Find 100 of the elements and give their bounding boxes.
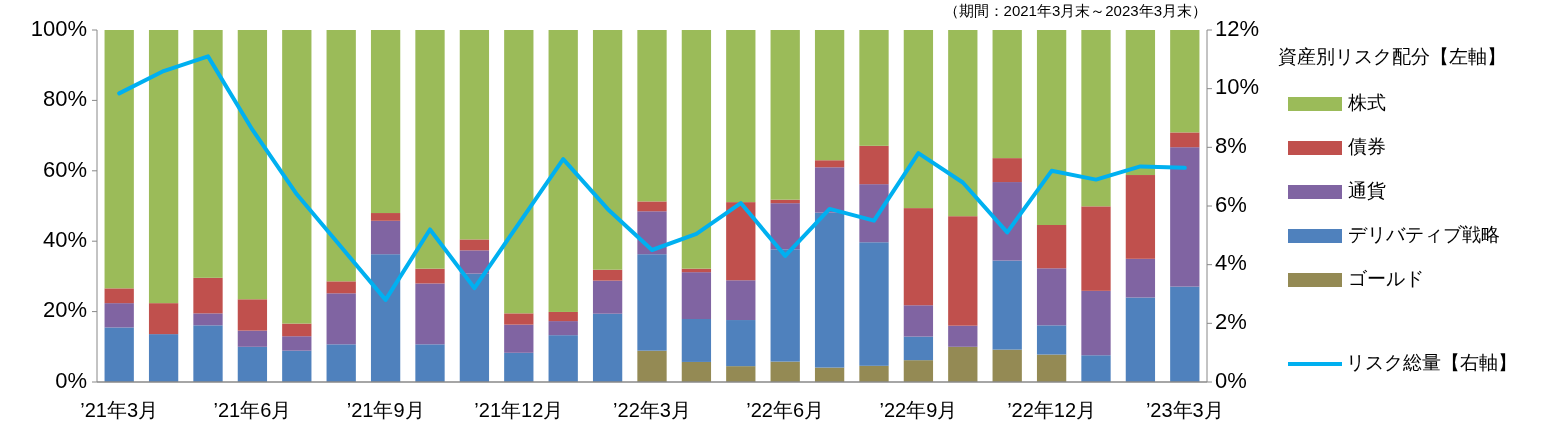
bar bbox=[903, 360, 934, 382]
y2-tick-label: 4% bbox=[1215, 250, 1247, 276]
bar bbox=[681, 318, 712, 362]
bar bbox=[814, 30, 845, 161]
bar bbox=[326, 30, 356, 282]
bar bbox=[1170, 286, 1200, 382]
y2-tick-label: 0% bbox=[1215, 367, 1247, 393]
bar bbox=[770, 203, 800, 250]
legend-label: デリバティブ戦略 bbox=[1348, 224, 1500, 246]
bar bbox=[1081, 30, 1111, 207]
bar bbox=[415, 283, 445, 345]
bar bbox=[326, 344, 356, 382]
bar bbox=[1170, 30, 1200, 133]
bar bbox=[1170, 132, 1200, 148]
bar bbox=[592, 280, 623, 314]
bar bbox=[726, 320, 756, 367]
bar bbox=[148, 334, 179, 382]
bar bbox=[326, 293, 356, 345]
bar bbox=[104, 303, 134, 328]
bar bbox=[370, 213, 401, 221]
bar bbox=[1036, 325, 1067, 355]
bar bbox=[1081, 355, 1111, 382]
bar bbox=[903, 208, 934, 306]
x-tick-label: ’21年12月 bbox=[474, 399, 564, 422]
y2-tick-label: 2% bbox=[1215, 309, 1247, 335]
bar bbox=[415, 344, 445, 382]
bar bbox=[548, 311, 578, 322]
bar bbox=[282, 323, 312, 337]
bar bbox=[193, 277, 223, 314]
bar bbox=[1036, 268, 1067, 326]
legend-label: 株式 bbox=[1347, 92, 1386, 114]
y-tick-label: 40% bbox=[42, 227, 87, 253]
bar bbox=[592, 313, 623, 382]
bar bbox=[992, 260, 1022, 350]
bar bbox=[592, 269, 623, 281]
bar bbox=[903, 30, 934, 209]
bar bbox=[859, 365, 889, 382]
bar bbox=[903, 305, 934, 337]
y-tick-label: 0% bbox=[55, 367, 87, 393]
bar bbox=[415, 30, 445, 269]
bar bbox=[104, 327, 134, 382]
legend-label: リスク総量【右軸】 bbox=[1346, 352, 1517, 374]
bar bbox=[504, 324, 534, 353]
bar bbox=[637, 350, 667, 382]
bar bbox=[459, 250, 490, 274]
bar bbox=[637, 201, 667, 212]
bar bbox=[859, 30, 889, 146]
legend-label: 通貨 bbox=[1348, 180, 1386, 202]
bar bbox=[726, 202, 756, 281]
y2-tick-label: 8% bbox=[1215, 133, 1247, 159]
bar bbox=[814, 212, 845, 368]
bar bbox=[148, 303, 179, 335]
bar bbox=[770, 30, 800, 200]
bar bbox=[237, 299, 268, 331]
x-tick-label: ’23年3月 bbox=[1145, 399, 1224, 422]
x-tick-label: ’21年9月 bbox=[346, 399, 425, 422]
bar bbox=[548, 30, 578, 312]
bar bbox=[814, 167, 845, 213]
bar bbox=[1081, 206, 1111, 291]
bar bbox=[104, 288, 134, 304]
bar bbox=[504, 352, 534, 382]
bar bbox=[814, 160, 845, 168]
bar bbox=[504, 313, 534, 325]
bar bbox=[903, 336, 934, 361]
bar bbox=[1081, 290, 1111, 356]
y-tick-label: 20% bbox=[42, 297, 87, 323]
bar bbox=[193, 325, 223, 382]
bar bbox=[370, 30, 401, 214]
bar bbox=[948, 30, 978, 217]
bar bbox=[459, 239, 490, 251]
bar bbox=[770, 249, 800, 362]
y-tick-label: 100% bbox=[30, 15, 87, 41]
bar bbox=[770, 361, 800, 382]
bar bbox=[948, 216, 978, 326]
bar bbox=[859, 184, 889, 243]
y2-tick-label: 10% bbox=[1215, 74, 1260, 100]
bar bbox=[1125, 30, 1156, 176]
bar bbox=[1036, 30, 1067, 226]
bar bbox=[726, 366, 756, 382]
bar bbox=[282, 30, 312, 324]
bar bbox=[1036, 354, 1067, 382]
bar bbox=[237, 330, 268, 347]
legend-title: 資産別リスク配分【左軸】 bbox=[1278, 46, 1506, 68]
x-tick-label: ’22年3月 bbox=[613, 399, 691, 422]
legend-label: 債券 bbox=[1348, 136, 1386, 158]
bar bbox=[282, 336, 312, 351]
bar bbox=[948, 346, 978, 382]
y2-tick-label: 6% bbox=[1215, 191, 1247, 217]
bar bbox=[193, 313, 223, 326]
bar bbox=[193, 30, 223, 278]
bar bbox=[1125, 297, 1156, 382]
x-tick-label: ’21年6月 bbox=[213, 399, 292, 422]
bar bbox=[282, 350, 312, 382]
bar bbox=[237, 346, 268, 382]
bar bbox=[1125, 258, 1156, 298]
bar bbox=[1170, 147, 1200, 287]
bar bbox=[859, 242, 889, 366]
bar bbox=[326, 281, 356, 294]
bar bbox=[992, 349, 1022, 382]
text: （期間：2021年3月末～2023年3月末） bbox=[943, 1, 1207, 19]
